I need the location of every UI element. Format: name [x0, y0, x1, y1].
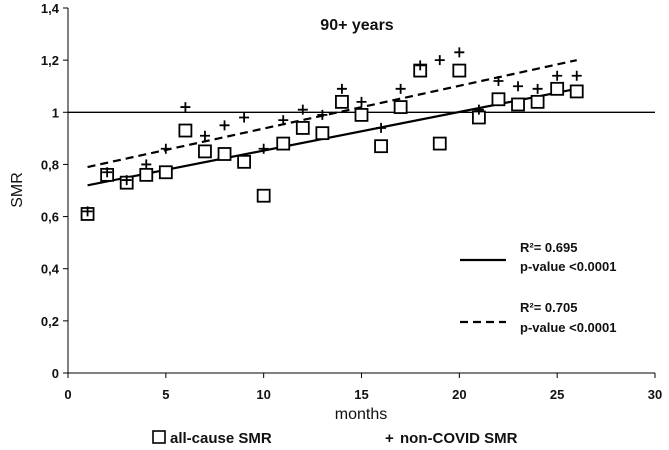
point-all-cause — [237, 154, 252, 169]
point-non-covid — [219, 120, 230, 131]
r2-label-solid: R²= 0.695 — [520, 240, 577, 255]
point-all-cause — [335, 94, 349, 109]
point-non-covid — [571, 70, 582, 81]
y-tick-label: 1,2 — [41, 53, 59, 68]
y-tick-label: 0,8 — [41, 157, 59, 172]
x-axis-label: months — [335, 406, 387, 423]
legend-plus-marker: + — [385, 430, 394, 447]
legend: all-cause SMR + non-COVID SMR — [152, 430, 518, 447]
point-non-covid — [493, 76, 504, 86]
y-axis-label: SMR — [9, 172, 26, 208]
point-all-cause — [374, 139, 388, 154]
x-tick-label: 15 — [354, 387, 368, 402]
point-all-cause — [198, 144, 212, 159]
x-tick-label: 30 — [648, 387, 662, 402]
point-all-cause — [354, 107, 369, 122]
point-all-cause — [295, 121, 310, 135]
legend-square-marker — [152, 430, 166, 444]
point-non-covid — [356, 96, 367, 107]
point-non-covid — [473, 104, 484, 115]
point-all-cause — [491, 92, 506, 107]
point-non-covid — [102, 167, 113, 178]
point-non-covid — [434, 55, 445, 66]
trend-annotation-solid: R²= 0.695 p-value <0.0001 — [460, 240, 616, 274]
point-non-covid — [513, 81, 524, 92]
point-non-covid — [317, 109, 328, 120]
point-non-covid — [239, 112, 250, 123]
y-tick-label: 1 — [52, 105, 59, 120]
point-all-cause — [432, 136, 447, 151]
point-all-cause — [569, 84, 584, 99]
point-non-covid — [160, 143, 171, 154]
r2-label-dashed: R²= 0.705 — [520, 300, 577, 315]
point-all-cause — [158, 165, 173, 180]
point-non-covid — [121, 175, 132, 186]
tick-labels: 0 0,2 0,4 0,6 0,8 1 1,2 1,4 0 5 10 15 20 25 30 — [41, 1, 662, 402]
x-tick-label: 0 — [64, 387, 71, 402]
y-tick-label: 0,4 — [41, 262, 60, 277]
point-all-cause — [452, 63, 467, 78]
legend-label-non-covid: non-COVID SMR — [400, 430, 518, 447]
p-label-solid: p-value <0.0001 — [520, 259, 616, 274]
x-tick-label: 20 — [452, 387, 466, 402]
chart-title: 90+ years — [320, 17, 394, 34]
point-non-covid — [454, 47, 465, 58]
y-tick-label: 0 — [52, 366, 59, 381]
axes — [63, 7, 656, 378]
point-all-cause — [217, 147, 232, 161]
legend-label-all-cause: all-cause SMR — [170, 430, 272, 447]
x-tick-label: 10 — [256, 387, 270, 402]
point-all-cause — [178, 123, 193, 138]
point-all-cause — [139, 167, 154, 182]
point-non-covid — [395, 83, 406, 94]
point-non-covid — [297, 104, 308, 115]
x-tick-label: 5 — [162, 387, 169, 402]
y-tick-label: 0,6 — [41, 210, 59, 225]
point-non-covid — [532, 83, 543, 94]
point-all-cause — [530, 94, 545, 109]
point-all-cause — [256, 188, 271, 203]
point-non-covid — [258, 143, 269, 154]
p-label-dashed: p-value <0.0001 — [520, 320, 616, 335]
x-tick-label: 25 — [550, 387, 564, 402]
trendline-dashed — [87, 59, 577, 169]
point-non-covid — [376, 122, 387, 133]
point-all-cause — [393, 100, 408, 114]
point-all-cause — [276, 136, 291, 151]
point-non-covid — [278, 115, 289, 126]
y-tick-label: 0,2 — [41, 314, 59, 329]
point-non-covid — [336, 83, 347, 94]
trend-annotation-dashed: R²= 0.705 p-value <0.0001 — [460, 300, 616, 335]
point-all-cause — [315, 126, 330, 141]
data-points — [80, 47, 584, 221]
point-all-cause — [511, 97, 525, 112]
point-non-covid — [180, 102, 191, 113]
y-tick-label: 1,4 — [41, 1, 60, 16]
point-non-covid — [82, 206, 93, 217]
point-non-covid — [552, 70, 563, 81]
point-non-covid — [415, 60, 426, 71]
point-all-cause — [550, 81, 565, 96]
point-non-covid — [199, 130, 210, 141]
point-non-covid — [141, 159, 152, 170]
